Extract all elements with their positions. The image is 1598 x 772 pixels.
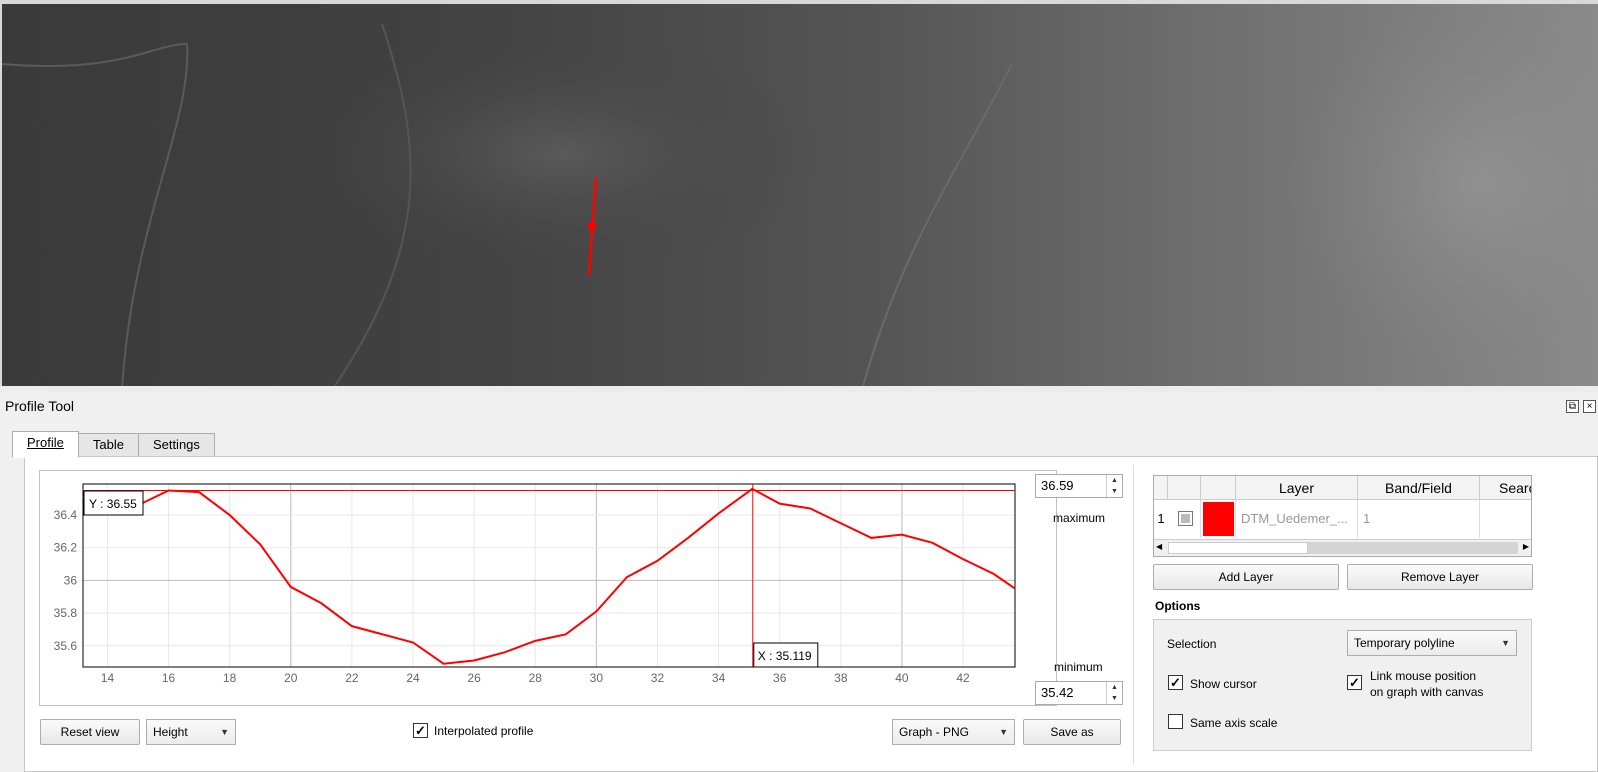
x-tick-label: 38 bbox=[834, 671, 848, 685]
same-axis-checkbox[interactable] bbox=[1168, 714, 1183, 729]
x-tick-label: 28 bbox=[529, 671, 543, 685]
link-mouse-label-line2: on graph with canvas bbox=[1370, 685, 1484, 699]
row-color-swatch[interactable] bbox=[1203, 502, 1234, 536]
mode-combo-value: Height bbox=[153, 725, 188, 739]
same-axis-label: Same axis scale bbox=[1190, 716, 1278, 730]
options-title: Options bbox=[1155, 599, 1201, 613]
plot-frame-border bbox=[82, 483, 1016, 668]
selection-label: Selection bbox=[1167, 637, 1217, 651]
x-tick-label: 22 bbox=[345, 671, 359, 685]
row-visibility-cell[interactable] bbox=[1168, 500, 1201, 538]
profile-plot[interactable]: 14 16 18 20 22 24 26 28 30 32 34 36 38 40 42 35.6 35.8 36… bbox=[39, 470, 1057, 706]
tab-profile[interactable]: Profile bbox=[12, 431, 79, 458]
interpolated-label: Interpolated profile bbox=[434, 724, 534, 738]
x-tick-label: 36 bbox=[773, 671, 787, 685]
tab-table[interactable]: Table bbox=[77, 433, 139, 457]
chevron-down-icon: ▼ bbox=[999, 727, 1008, 737]
profile-series-line bbox=[83, 487, 1016, 665]
cursor-y-label-box bbox=[83, 490, 144, 516]
x-tick-label: 18 bbox=[223, 671, 237, 685]
y-tick-label: 36.2 bbox=[54, 541, 78, 555]
row-index: 1 bbox=[1157, 511, 1165, 526]
y-tick-label: 36 bbox=[64, 573, 78, 587]
x-tick-label: 34 bbox=[712, 671, 726, 685]
interpolated-checkbox[interactable]: ✓ bbox=[413, 723, 428, 738]
cursor-x-label: X : 35.119 bbox=[758, 649, 812, 663]
x-tick-label: 26 bbox=[467, 671, 481, 685]
options-group: Selection Temporary polyline ▼ ✓ Show cu… bbox=[1153, 619, 1532, 751]
selection-combo[interactable]: Temporary polyline ▼ bbox=[1347, 630, 1517, 656]
tab-settings[interactable]: Settings bbox=[137, 433, 215, 457]
y-tick-label: 35.8 bbox=[54, 606, 78, 620]
cursor-x-label-box bbox=[753, 642, 819, 668]
cursor-y-label: Y : 36.55 bbox=[89, 497, 137, 511]
layer-table[interactable]: Layer Band/Field Searc 1 DTM_Uedemer_...… bbox=[1153, 475, 1532, 557]
profile-tab-page: 14 16 18 20 22 24 26 28 30 32 34 36 38 40 42 35.6 35.8 36… bbox=[24, 456, 1598, 772]
map-overlay bbox=[2, 4, 1598, 386]
row-layer-name[interactable]: DTM_Uedemer_... bbox=[1236, 500, 1358, 538]
selection-combo-value: Temporary polyline bbox=[1354, 636, 1455, 650]
scroll-track[interactable] bbox=[1308, 542, 1518, 554]
table-header bbox=[1201, 476, 1236, 500]
maximum-label: maximum bbox=[1053, 511, 1106, 525]
profile-cursor-on-map bbox=[587, 221, 597, 231]
table-header bbox=[1154, 476, 1168, 500]
x-tick-label: 16 bbox=[162, 671, 176, 685]
profile-chart[interactable]: 14 16 18 20 22 24 26 28 30 32 34 36 38 40 42 35.6 35.8 36… bbox=[40, 471, 1056, 705]
link-mouse-label-line1: Link mouse position bbox=[1370, 669, 1477, 683]
reset-view-button[interactable]: Reset view bbox=[40, 719, 140, 745]
float-icon[interactable]: ⧉ bbox=[1566, 400, 1579, 413]
row-visibility-checkbox[interactable] bbox=[1178, 511, 1193, 526]
table-header-search[interactable]: Searc bbox=[1480, 476, 1531, 500]
panel-splitter[interactable] bbox=[0, 386, 1598, 392]
show-cursor-checkbox[interactable]: ✓ bbox=[1168, 675, 1183, 690]
x-tick-label: 32 bbox=[651, 671, 665, 685]
panel-title: Profile Tool bbox=[5, 398, 75, 414]
close-icon[interactable]: × bbox=[1583, 400, 1596, 413]
row-color-cell[interactable] bbox=[1201, 500, 1236, 538]
table-header-band[interactable]: Band/Field bbox=[1358, 476, 1480, 500]
mode-combo[interactable]: Height ▼ bbox=[146, 719, 236, 745]
minimum-spinbox[interactable]: 35.42 ▲ ▼ bbox=[1035, 681, 1123, 705]
maximum-value: 36.59 bbox=[1041, 478, 1074, 493]
export-format-combo[interactable]: Graph - PNG ▼ bbox=[892, 719, 1015, 745]
scroll-right-icon[interactable]: ▶ bbox=[1522, 542, 1529, 551]
tab-bar: Profile Table Settings bbox=[12, 431, 215, 458]
add-layer-button[interactable]: Add Layer bbox=[1153, 564, 1339, 590]
minimum-label: minimum bbox=[1054, 660, 1103, 674]
export-format-value: Graph - PNG bbox=[899, 725, 970, 739]
spin-arrows-icon[interactable]: ▲ ▼ bbox=[1106, 682, 1122, 704]
profile-tool-panel: Profile Tool ⧉ × Profile Table Settings … bbox=[0, 392, 1598, 772]
scroll-thumb[interactable] bbox=[1168, 542, 1308, 554]
remove-layer-button[interactable]: Remove Layer bbox=[1347, 564, 1533, 590]
x-tick-label: 42 bbox=[956, 671, 970, 685]
row-band[interactable]: 1 bbox=[1358, 500, 1480, 538]
layers-pane: Layer Band/Field Searc 1 DTM_Uedemer_...… bbox=[1133, 465, 1573, 765]
x-tick-label: 20 bbox=[284, 671, 298, 685]
spin-arrows-icon[interactable]: ▲ ▼ bbox=[1106, 475, 1122, 497]
map-canvas[interactable] bbox=[0, 0, 1598, 386]
x-tick-label: 30 bbox=[590, 671, 604, 685]
minimum-value: 35.42 bbox=[1041, 685, 1074, 700]
y-tick-label: 35.6 bbox=[54, 639, 78, 653]
chevron-down-icon: ▼ bbox=[220, 727, 229, 737]
maximum-spinbox[interactable]: 36.59 ▲ ▼ bbox=[1035, 474, 1123, 498]
x-tick-label: 40 bbox=[895, 671, 909, 685]
x-tick-label: 14 bbox=[101, 671, 115, 685]
y-tick-label: 36.4 bbox=[54, 508, 78, 522]
table-header bbox=[1168, 476, 1201, 500]
chevron-down-icon: ▼ bbox=[1501, 638, 1510, 648]
horizontal-scrollbar[interactable]: ◀ ▶ bbox=[1154, 539, 1531, 556]
x-tick-label: 24 bbox=[406, 671, 420, 685]
link-mouse-checkbox[interactable]: ✓ bbox=[1347, 675, 1362, 690]
scroll-left-icon[interactable]: ◀ bbox=[1156, 542, 1163, 551]
show-cursor-label: Show cursor bbox=[1190, 677, 1257, 691]
row-search[interactable] bbox=[1480, 500, 1531, 538]
table-header-layer[interactable]: Layer bbox=[1236, 476, 1358, 500]
save-as-button[interactable]: Save as bbox=[1023, 719, 1121, 745]
